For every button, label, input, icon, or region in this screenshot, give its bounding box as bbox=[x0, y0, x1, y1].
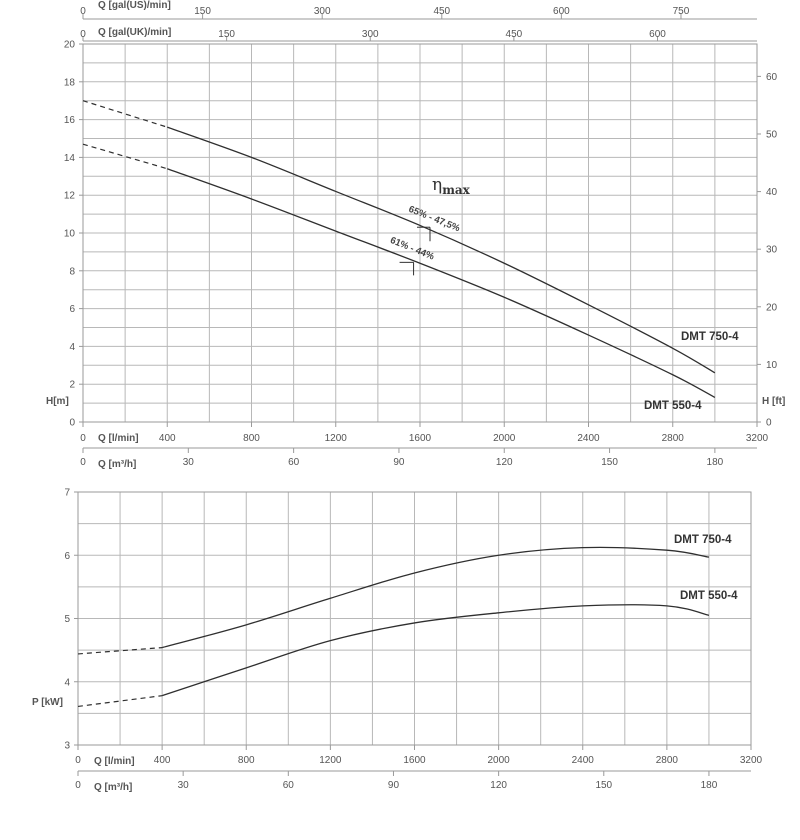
power-x-axis-title: Q [l/min] bbox=[94, 756, 135, 767]
power-y-tick-label: 6 bbox=[64, 551, 70, 562]
power-x-tick-label: 0 bbox=[75, 755, 81, 766]
head-xtop2-tick-label: 600 bbox=[649, 29, 666, 40]
power-x2-tick-label: 0 bbox=[75, 780, 81, 791]
head-y2-tick-label: 60 bbox=[766, 72, 778, 83]
head-xtop1-tick-label: 600 bbox=[553, 6, 570, 17]
head-y-tick-label: 14 bbox=[64, 153, 76, 164]
head-y2-tick-label: 20 bbox=[766, 302, 778, 313]
head-y2-tick-label: 10 bbox=[766, 360, 778, 371]
head-y-tick-label: 0 bbox=[69, 418, 75, 429]
head-x2-axis-title: Q [m³/h] bbox=[98, 459, 136, 470]
head-y-tick-label: 12 bbox=[64, 191, 76, 202]
head-x2-tick-label: 90 bbox=[393, 457, 405, 468]
head-xtop2-tick-label: 150 bbox=[218, 29, 235, 40]
head-y2-axis-title: H [ft] bbox=[762, 396, 785, 407]
head-y-tick-label: 16 bbox=[64, 115, 76, 126]
head-x-tick-label: 800 bbox=[243, 433, 260, 444]
power-y-tick-label: 3 bbox=[64, 741, 70, 752]
power-y-axis-title: P [kW] bbox=[32, 697, 63, 708]
power-x2-axis-title: Q [m³/h] bbox=[94, 782, 132, 793]
power-x2-tick-label: 120 bbox=[490, 780, 507, 791]
power-series-label-dmt-550-4: DMT 550-4 bbox=[680, 590, 738, 602]
head-x-tick-label: 1600 bbox=[409, 433, 432, 444]
power-x2-tick-label: 30 bbox=[178, 780, 190, 791]
eta-max-label: ηmax bbox=[432, 175, 471, 197]
head-xtop1-tick-label: 450 bbox=[433, 6, 450, 17]
power-x-tick-label: 3200 bbox=[740, 755, 763, 766]
head-x-axis-title: Q [l/min] bbox=[98, 433, 139, 444]
head-y-tick-label: 4 bbox=[69, 342, 75, 353]
eta-subscript: max bbox=[442, 183, 470, 197]
power-x-tick-label: 2400 bbox=[572, 755, 595, 766]
eta-symbol: η bbox=[432, 175, 442, 195]
head-y2-tick-label: 30 bbox=[766, 245, 778, 256]
head-x2-tick-label: 120 bbox=[496, 457, 513, 468]
power-x2-tick-label: 60 bbox=[283, 780, 295, 791]
head-curve-dashed-dmt-750-4 bbox=[82, 100, 168, 128]
head-xtop1-tick-label: 300 bbox=[314, 6, 331, 17]
power-y-tick-label: 7 bbox=[64, 488, 70, 499]
power-x-tick-label: 400 bbox=[154, 755, 171, 766]
power-x-tick-label: 1200 bbox=[319, 755, 342, 766]
head-xtop2-tick-label: 300 bbox=[362, 29, 379, 40]
head-xtop1-tick-label: 150 bbox=[194, 6, 211, 17]
head-x2-tick-label: 180 bbox=[707, 457, 724, 468]
head-x2-tick-label: 150 bbox=[601, 457, 618, 468]
head-x-tick-label: 2400 bbox=[577, 433, 600, 444]
head-x-tick-label: 3200 bbox=[746, 433, 769, 444]
head-xtop1-axis-title: Q [gal(US)/min] bbox=[98, 0, 171, 11]
head-series-label-dmt-750-4: DMT 750-4 bbox=[681, 331, 739, 343]
power-x-tick-label: 2800 bbox=[656, 755, 679, 766]
power-x2-tick-label: 150 bbox=[595, 780, 612, 791]
head-y-tick-label: 18 bbox=[64, 77, 76, 88]
head-xtop2-tick-label: 450 bbox=[506, 29, 523, 40]
power-x-tick-label: 800 bbox=[238, 755, 255, 766]
head-x-tick-label: 2000 bbox=[493, 433, 516, 444]
power-curve-dmt-750-4 bbox=[161, 546, 710, 649]
power-x2-tick-label: 180 bbox=[701, 780, 718, 791]
head-y2-tick-label: 40 bbox=[766, 187, 778, 198]
head-y-tick-label: 10 bbox=[64, 229, 76, 240]
head-xtop2-axis-title: Q [gal(UK)/min] bbox=[98, 27, 171, 38]
head-x-tick-label: 2800 bbox=[662, 433, 685, 444]
head-x2-tick-label: 0 bbox=[80, 457, 86, 468]
power-x-tick-label: 1600 bbox=[403, 755, 426, 766]
head-x2-tick-label: 60 bbox=[288, 457, 300, 468]
head-series-label-dmt-550-4: DMT 550-4 bbox=[644, 400, 702, 412]
power-x-tick-label: 2000 bbox=[488, 755, 511, 766]
head-x-tick-label: 400 bbox=[159, 433, 176, 444]
head-x-tick-label: 1200 bbox=[325, 433, 348, 444]
head-curve-dashed-dmt-550-4 bbox=[82, 143, 168, 170]
head-xtop1-tick-label: 0 bbox=[80, 6, 86, 17]
head-y2-tick-label: 50 bbox=[766, 129, 778, 140]
head-x-tick-label: 0 bbox=[80, 433, 86, 444]
power-x2-tick-label: 90 bbox=[388, 780, 400, 791]
head-curve-dmt-750-4 bbox=[167, 126, 716, 374]
power-y-tick-label: 5 bbox=[64, 614, 70, 625]
head-y-tick-label: 2 bbox=[69, 380, 75, 391]
head-y2-tick-label: 0 bbox=[766, 418, 772, 429]
head-xtop2-tick-label: 0 bbox=[80, 29, 86, 40]
power-y-tick-label: 4 bbox=[64, 677, 70, 688]
head-y-tick-label: 8 bbox=[69, 266, 75, 277]
head-curve-dmt-550-4 bbox=[167, 168, 716, 399]
head-x2-tick-label: 30 bbox=[183, 457, 195, 468]
eff-label-dmt-750-4: 65% - 47,5% bbox=[407, 204, 462, 235]
head-y-axis-title: H[m] bbox=[46, 396, 69, 407]
power-curve-dmt-550-4 bbox=[161, 604, 710, 697]
head-xtop1-tick-label: 750 bbox=[673, 6, 690, 17]
head-y-tick-label: 20 bbox=[64, 40, 76, 51]
power-series-label-dmt-750-4: DMT 750-4 bbox=[674, 534, 732, 546]
eff-label-dmt-550-4: 61% - 44% bbox=[388, 235, 436, 263]
head-y-tick-label: 6 bbox=[69, 304, 75, 315]
